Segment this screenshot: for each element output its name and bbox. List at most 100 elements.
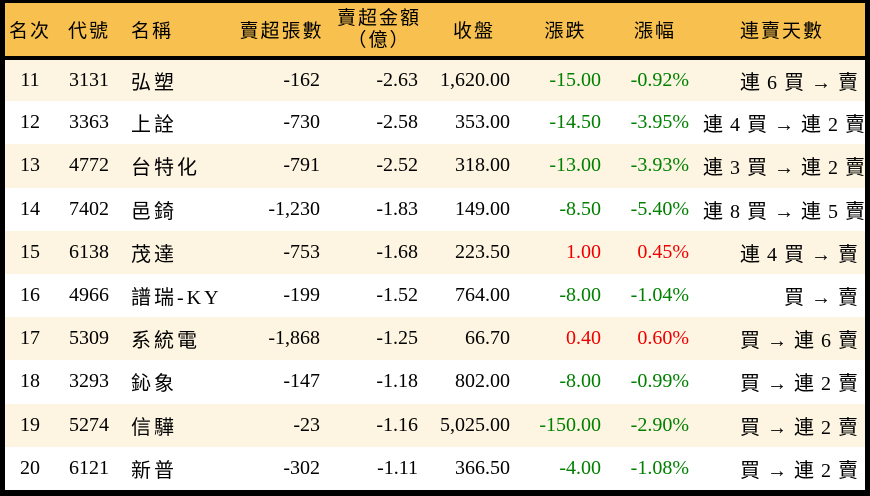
close-cell: 5,025.00 bbox=[440, 413, 510, 436]
sell-amount-cell: -2.52 bbox=[376, 154, 418, 177]
sell-amount-label-line1: 賣超金額 bbox=[336, 7, 421, 29]
name-cell: 系統電 bbox=[131, 330, 200, 353]
name-cell: 譜瑞-KY bbox=[131, 287, 222, 310]
close-cell: 366.50 bbox=[455, 456, 510, 479]
change-pct-cell: -3.93% bbox=[630, 154, 689, 177]
sell-amount-cell: -2.58 bbox=[376, 111, 418, 134]
close-cell: 764.00 bbox=[455, 284, 510, 307]
column-header-change: 漲跌 bbox=[520, 3, 611, 60]
sell-volume-cell: -199 bbox=[283, 284, 320, 307]
table-row: 18 3293 鈊象 -147 -1.18 802.00 -8.00 -0.99% 買 → 連 … bbox=[5, 360, 865, 404]
streak-cell: 買 → 連 2 賣 bbox=[740, 373, 859, 396]
code-cell: 3293 bbox=[69, 370, 109, 393]
sell-amount-cell: -1.25 bbox=[376, 327, 418, 350]
sell-amount-cell: -1.68 bbox=[376, 240, 418, 263]
code-cell: 5309 bbox=[69, 327, 109, 350]
streak-cell: 連 4 買 → 連 2 賣 bbox=[703, 114, 865, 137]
change-cell: -15.00 bbox=[549, 69, 601, 92]
column-header-name: 名稱 bbox=[123, 3, 233, 60]
column-header-sell-amount: 賣超金額 （億） bbox=[330, 3, 428, 60]
table-row: 16 4966 譜瑞-KY -199 -1.52 764.00 -8.00 -1.04% 買 →… bbox=[5, 273, 865, 318]
change-cell: 0.40 bbox=[566, 327, 601, 350]
sell-volume-cell: -302 bbox=[283, 456, 320, 479]
change-pct-cell: -1.04% bbox=[630, 284, 689, 307]
change-cell: -13.00 bbox=[549, 154, 601, 177]
change-cell: -14.50 bbox=[549, 111, 601, 134]
streak-cell: 連 8 買 → 連 5 賣 bbox=[703, 200, 865, 223]
sell-volume-cell: -23 bbox=[293, 413, 320, 436]
streak-cell: 連 6 買 → 賣 bbox=[740, 72, 859, 95]
rank-cell: 16 bbox=[20, 284, 40, 307]
close-cell: 353.00 bbox=[455, 111, 510, 134]
change-pct-cell: 0.45% bbox=[637, 240, 689, 263]
column-header-code: 代號 bbox=[55, 3, 123, 60]
change-pct-cell: -1.08% bbox=[630, 456, 689, 479]
table-row: 11 3131 弘塑 -162 -2.63 1,620.00 -15.00 -0.92% 連 6… bbox=[5, 58, 865, 102]
close-cell: 149.00 bbox=[455, 197, 510, 220]
sell-amount-cell: -1.52 bbox=[376, 284, 418, 307]
table-header: 名次 代號 名稱 賣超張數 賣超金額 （億） 收盤 漲跌 漲幅 連賣天數 bbox=[5, 3, 865, 60]
sell-volume-cell: -147 bbox=[283, 370, 320, 393]
sell-amount-cell: -1.83 bbox=[376, 197, 418, 220]
header-row: 名次 代號 名稱 賣超張數 賣超金額 （億） 收盤 漲跌 漲幅 連賣天數 bbox=[5, 3, 865, 60]
streak-cell: 買 → 連 6 賣 bbox=[740, 330, 859, 353]
sell-volume-cell: -791 bbox=[283, 154, 320, 177]
column-header-change-pct: 漲幅 bbox=[611, 3, 699, 60]
change-cell: -8.00 bbox=[559, 370, 601, 393]
change-cell: -8.50 bbox=[559, 197, 601, 220]
table-row: 15 6138 茂達 -753 -1.68 223.50 1.00 0.45% 連 4 買 → … bbox=[5, 230, 865, 274]
code-cell: 7402 bbox=[69, 197, 109, 220]
code-cell: 4772 bbox=[69, 154, 109, 177]
sell-amount-label-line2: （億） bbox=[347, 29, 411, 51]
change-pct-cell: -0.92% bbox=[630, 69, 689, 92]
name-cell: 邑錡 bbox=[131, 200, 177, 223]
sell-volume-cell: -162 bbox=[283, 69, 320, 92]
change-pct-cell: -5.40% bbox=[630, 197, 689, 220]
streak-cell: 買 → 連 2 賣 bbox=[740, 459, 859, 482]
code-cell: 3363 bbox=[69, 111, 109, 134]
change-pct-cell: 0.60% bbox=[637, 327, 689, 350]
rank-cell: 12 bbox=[20, 111, 40, 134]
table-row: 13 4772 台特化 -791 -2.52 318.00 -13.00 -3.93% 連 3 … bbox=[5, 144, 865, 188]
name-cell: 上詮 bbox=[131, 114, 177, 137]
sell-amount-cell: -1.18 bbox=[376, 370, 418, 393]
rank-cell: 18 bbox=[20, 370, 40, 393]
table-row: 12 3363 上詮 -730 -2.58 353.00 -14.50 -3.95% 連 4 買… bbox=[5, 101, 865, 145]
table-body: 11 3131 弘塑 -162 -2.63 1,620.00 -15.00 -0.92% 連 6… bbox=[5, 58, 865, 490]
change-cell: -8.00 bbox=[559, 284, 601, 307]
streak-cell: 連 4 買 → 賣 bbox=[740, 243, 859, 266]
name-cell: 新普 bbox=[131, 459, 177, 482]
column-header-sell-volume: 賣超張數 bbox=[233, 3, 330, 60]
name-cell: 信驊 bbox=[131, 416, 177, 439]
sell-amount-cell: -1.11 bbox=[377, 456, 418, 479]
stock-table: 名次 代號 名稱 賣超張數 賣超金額 （億） 收盤 漲跌 漲幅 連賣天數 11 3… bbox=[5, 3, 865, 490]
sell-volume-cell: -1,230 bbox=[268, 197, 320, 220]
streak-cell: 買 → 賣 bbox=[784, 287, 859, 310]
column-header-rank: 名次 bbox=[5, 3, 55, 60]
change-pct-cell: -3.95% bbox=[630, 111, 689, 134]
rank-cell: 15 bbox=[20, 240, 40, 263]
rank-cell: 13 bbox=[20, 154, 40, 177]
column-header-close: 收盤 bbox=[428, 3, 520, 60]
close-cell: 802.00 bbox=[455, 370, 510, 393]
code-cell: 4966 bbox=[69, 284, 109, 307]
change-cell: -4.00 bbox=[559, 456, 601, 479]
rank-cell: 19 bbox=[20, 413, 40, 436]
column-header-streak: 連賣天數 bbox=[699, 3, 865, 60]
name-cell: 鈊象 bbox=[131, 373, 177, 396]
name-cell: 弘塑 bbox=[131, 72, 177, 95]
close-cell: 66.70 bbox=[465, 327, 510, 350]
rank-cell: 11 bbox=[20, 69, 40, 92]
table-row: 20 6121 新普 -302 -1.11 366.50 -4.00 -1.08% 買 → 連 … bbox=[5, 446, 865, 490]
streak-cell: 買 → 連 2 賣 bbox=[740, 416, 859, 439]
code-cell: 6121 bbox=[69, 456, 109, 479]
rank-cell: 20 bbox=[20, 456, 40, 479]
rank-cell: 14 bbox=[20, 197, 40, 220]
code-cell: 3131 bbox=[69, 69, 109, 92]
table-row: 14 7402 邑錡 -1,230 -1.83 149.00 -8.50 -5.40% 連 8 … bbox=[5, 187, 865, 231]
name-cell: 茂達 bbox=[131, 243, 177, 266]
code-cell: 6138 bbox=[69, 240, 109, 263]
code-cell: 5274 bbox=[69, 413, 109, 436]
sell-volume-cell: -753 bbox=[283, 240, 320, 263]
